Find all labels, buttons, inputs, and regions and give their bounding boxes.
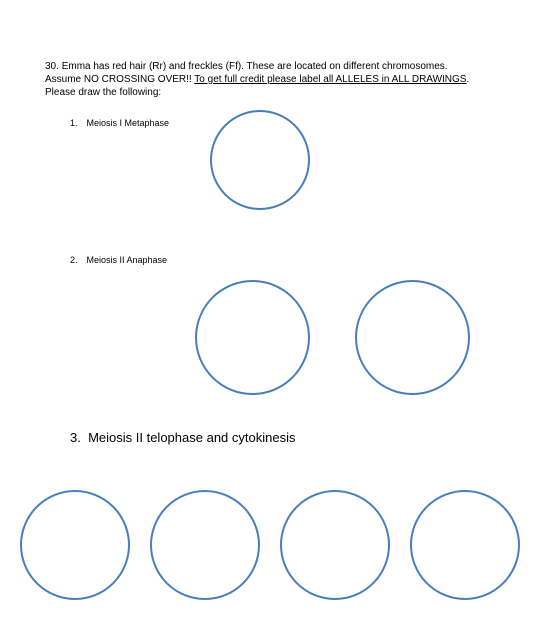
question-line2c: . bbox=[466, 74, 469, 85]
cell-circle-meiosis2-telophase-1 bbox=[20, 490, 130, 600]
item-3-number: 3. bbox=[70, 430, 81, 445]
cell-circle-meiosis2-anaphase-2 bbox=[355, 280, 470, 395]
item-1-text: Meiosis I Metaphase bbox=[87, 118, 170, 128]
cell-circle-meiosis2-telophase-2 bbox=[150, 490, 260, 600]
item-3-label: 3. Meiosis II telophase and cytokinesis bbox=[70, 430, 295, 445]
item-2-label: 2. Meiosis II Anaphase bbox=[70, 255, 167, 265]
item-1-label: 1. Meiosis I Metaphase bbox=[70, 118, 169, 128]
item-1-number: 1. bbox=[70, 118, 84, 128]
cell-circle-meiosis1-metaphase bbox=[210, 110, 310, 210]
item-2-text: Meiosis II Anaphase bbox=[87, 255, 168, 265]
cell-circle-meiosis2-telophase-3 bbox=[280, 490, 390, 600]
item-2-number: 2. bbox=[70, 255, 84, 265]
question-number: 30. bbox=[45, 61, 59, 72]
cell-circle-meiosis2-anaphase-1 bbox=[195, 280, 310, 395]
question-line1: Emma has red hair (Rr) and freckles (Ff)… bbox=[62, 61, 448, 72]
question-text: 30. Emma has red hair (Rr) and freckles … bbox=[45, 60, 505, 99]
question-line2b: To get full credit please label all ALLE… bbox=[194, 74, 466, 85]
cell-circle-meiosis2-telophase-4 bbox=[410, 490, 520, 600]
question-line2a: Assume NO CROSSING OVER!! bbox=[45, 74, 194, 85]
item-3-text: Meiosis II telophase and cytokinesis bbox=[88, 430, 295, 445]
question-line3: Please draw the following: bbox=[45, 87, 161, 98]
